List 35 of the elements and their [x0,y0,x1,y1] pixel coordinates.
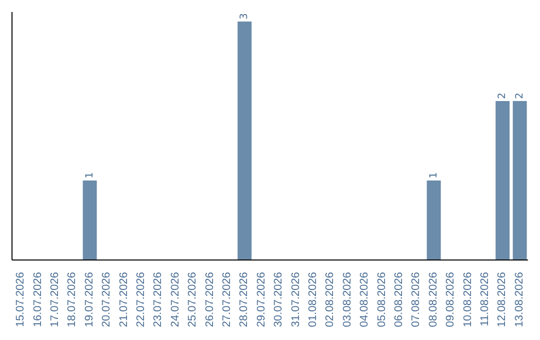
data-label: 1 [84,172,96,179]
data-label: 3 [239,13,250,20]
x-tick-label: 05.08.2026 [376,272,388,328]
x-tick-label: 20.07.2026 [100,272,113,328]
x-tick-label: 03.08.2026 [341,272,354,328]
data-label: 1 [428,172,440,179]
data-label: 2 [497,92,508,100]
x-tick-label: 04.08.2026 [358,272,371,328]
x-tick-label: 15.07.2026 [14,272,27,328]
x-tick-label: 07.08.2026 [410,272,422,328]
x-tick-label: 26.07.2026 [204,272,216,328]
x-tick-label: 10.08.2026 [462,272,474,328]
x-tick-label: 12.08.2026 [496,272,508,328]
x-tick-label: 30.07.2026 [272,272,285,328]
x-tick-label: 29.07.2026 [255,272,268,328]
x-tick-label: 13.08.2026 [513,272,526,328]
x-tick-label: 09.08.2026 [444,272,457,328]
data-label: 2 [514,92,526,100]
x-tick-label: 25.07.2026 [186,272,199,328]
x-tick-label: 19.07.2026 [83,272,96,328]
x-tick-label: 01.08.2026 [307,272,319,328]
x-tick-label: 02.08.2026 [324,272,336,328]
x-tick-label: 23.07.2026 [152,272,164,328]
x-tick-label: 16.07.2026 [32,272,44,328]
x-tick-label: 27.07.2026 [221,272,233,328]
x-tick-label: 06.08.2026 [393,272,405,328]
x-tick-label: 24.07.2026 [169,272,182,328]
x-tick-label: 31.07.2026 [290,272,302,328]
x-tick-label: 18.07.2026 [66,272,78,328]
x-tick-label: 08.08.2026 [427,272,440,328]
x-tick-label: 21.07.2026 [118,272,130,328]
x-tick-label: 22.07.2026 [135,272,147,328]
x-tick-label: 11.08.2026 [479,272,491,326]
x-tick-label: 17.07.2026 [49,272,61,328]
x-tick-label: 28.07.2026 [238,272,250,328]
